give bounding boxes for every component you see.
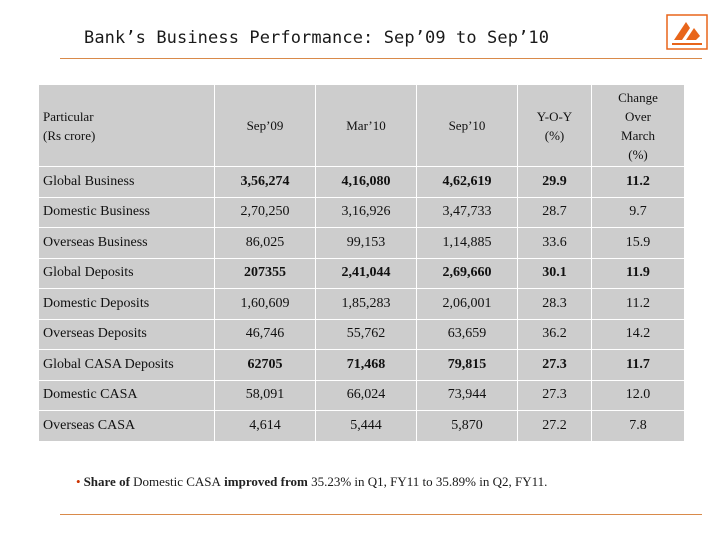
table-row: Domestic Deposits 1,60,609 1,85,283 2,06… bbox=[38, 288, 685, 320]
table-header-row: Particular (Rs crore) Sep’09 Mar’10 Sep’… bbox=[38, 84, 685, 167]
slide-title: Bank’s Business Performance: Sep’09 to S… bbox=[84, 28, 550, 48]
note-text-4: 35.23% in Q1, FY11 to 35.89% in Q2, FY11… bbox=[311, 474, 548, 489]
table-row: Global Deposits 207355 2,41,044 2,69,660… bbox=[38, 257, 685, 289]
note-text-2: Domestic CASA bbox=[133, 474, 221, 489]
cell-sep09: 62705 bbox=[214, 349, 316, 381]
cell-sep09: 3,56,274 bbox=[214, 166, 316, 198]
cell-change: 7.8 bbox=[591, 410, 685, 442]
row-label: Domestic Business bbox=[38, 196, 215, 228]
cell-mar10: 2,41,044 bbox=[315, 257, 417, 289]
cell-yoy: 28.3 bbox=[517, 288, 592, 320]
header-yoy: Y-O-Y (%) bbox=[517, 84, 592, 167]
cell-sep10: 3,47,733 bbox=[416, 196, 518, 228]
performance-table: Particular (Rs crore) Sep’09 Mar’10 Sep’… bbox=[38, 84, 685, 442]
cell-sep10: 79,815 bbox=[416, 349, 518, 381]
cell-yoy: 33.6 bbox=[517, 227, 592, 259]
row-label: Global Business bbox=[38, 166, 215, 198]
row-label: Overseas CASA bbox=[38, 410, 215, 442]
row-label: Global Deposits bbox=[38, 257, 215, 289]
cell-yoy: 27.3 bbox=[517, 379, 592, 411]
cell-sep09: 1,60,609 bbox=[214, 288, 316, 320]
cell-mar10: 71,468 bbox=[315, 349, 417, 381]
cell-sep09: 207355 bbox=[214, 257, 316, 289]
row-label: Overseas Business bbox=[38, 227, 215, 259]
header-change-over-march: Change Over March (%) bbox=[591, 84, 685, 167]
cell-sep10: 4,62,619 bbox=[416, 166, 518, 198]
cell-yoy: 30.1 bbox=[517, 257, 592, 289]
cell-mar10: 1,85,283 bbox=[315, 288, 417, 320]
header-sep09: Sep’09 bbox=[214, 84, 316, 167]
cell-sep09: 2,70,250 bbox=[214, 196, 316, 228]
table-row: Overseas Deposits 46,746 55,762 63,659 3… bbox=[38, 318, 685, 350]
cell-yoy: 27.3 bbox=[517, 349, 592, 381]
cell-sep10: 2,69,660 bbox=[416, 257, 518, 289]
footer-rule bbox=[60, 514, 702, 515]
cell-mar10: 3,16,926 bbox=[315, 196, 417, 228]
row-label: Domestic CASA bbox=[38, 379, 215, 411]
note-text-1: Share of bbox=[83, 474, 134, 489]
table-row: Global Business 3,56,274 4,16,080 4,62,6… bbox=[38, 166, 685, 198]
cell-yoy: 36.2 bbox=[517, 318, 592, 350]
cell-mar10: 99,153 bbox=[315, 227, 417, 259]
row-label: Global CASA Deposits bbox=[38, 349, 215, 381]
cell-sep10: 5,870 bbox=[416, 410, 518, 442]
cell-sep09: 46,746 bbox=[214, 318, 316, 350]
table-row: Domestic CASA 58,091 66,024 73,944 27.3 … bbox=[38, 379, 685, 411]
performance-table-container: Particular (Rs crore) Sep’09 Mar’10 Sep’… bbox=[38, 84, 685, 442]
table-row: Domestic Business 2,70,250 3,16,926 3,47… bbox=[38, 196, 685, 228]
header-sep10: Sep’10 bbox=[416, 84, 518, 167]
cell-yoy: 28.7 bbox=[517, 196, 592, 228]
row-label: Domestic Deposits bbox=[38, 288, 215, 320]
cell-yoy: 29.9 bbox=[517, 166, 592, 198]
cell-change: 12.0 bbox=[591, 379, 685, 411]
cell-yoy: 27.2 bbox=[517, 410, 592, 442]
cell-mar10: 66,024 bbox=[315, 379, 417, 411]
row-label: Overseas Deposits bbox=[38, 318, 215, 350]
cell-mar10: 55,762 bbox=[315, 318, 417, 350]
header-particular: Particular (Rs crore) bbox=[38, 84, 215, 167]
cell-change: 11.2 bbox=[591, 288, 685, 320]
title-underline bbox=[60, 58, 702, 59]
cell-change: 11.9 bbox=[591, 257, 685, 289]
cell-sep09: 86,025 bbox=[214, 227, 316, 259]
cell-mar10: 5,444 bbox=[315, 410, 417, 442]
cell-change: 11.7 bbox=[591, 349, 685, 381]
cell-sep10: 73,944 bbox=[416, 379, 518, 411]
cell-sep10: 1,14,885 bbox=[416, 227, 518, 259]
cell-sep10: 63,659 bbox=[416, 318, 518, 350]
cell-change: 15.9 bbox=[591, 227, 685, 259]
header-mar10: Mar’10 bbox=[315, 84, 417, 167]
cell-sep09: 58,091 bbox=[214, 379, 316, 411]
bank-logo-icon bbox=[666, 14, 708, 50]
footnote: • Share of Domestic CASA improved from 35… bbox=[76, 474, 547, 490]
cell-change: 11.2 bbox=[591, 166, 685, 198]
cell-change: 14.2 bbox=[591, 318, 685, 350]
note-text-3: improved from bbox=[220, 474, 312, 489]
cell-change: 9.7 bbox=[591, 196, 685, 228]
bullet-icon: • bbox=[76, 474, 81, 489]
cell-mar10: 4,16,080 bbox=[315, 166, 417, 198]
table-row: Overseas Business 86,025 99,153 1,14,885… bbox=[38, 227, 685, 259]
cell-sep09: 4,614 bbox=[214, 410, 316, 442]
table-row: Overseas CASA 4,614 5,444 5,870 27.2 7.8 bbox=[38, 410, 685, 442]
cell-sep10: 2,06,001 bbox=[416, 288, 518, 320]
table-row: Global CASA Deposits 62705 71,468 79,815… bbox=[38, 349, 685, 381]
